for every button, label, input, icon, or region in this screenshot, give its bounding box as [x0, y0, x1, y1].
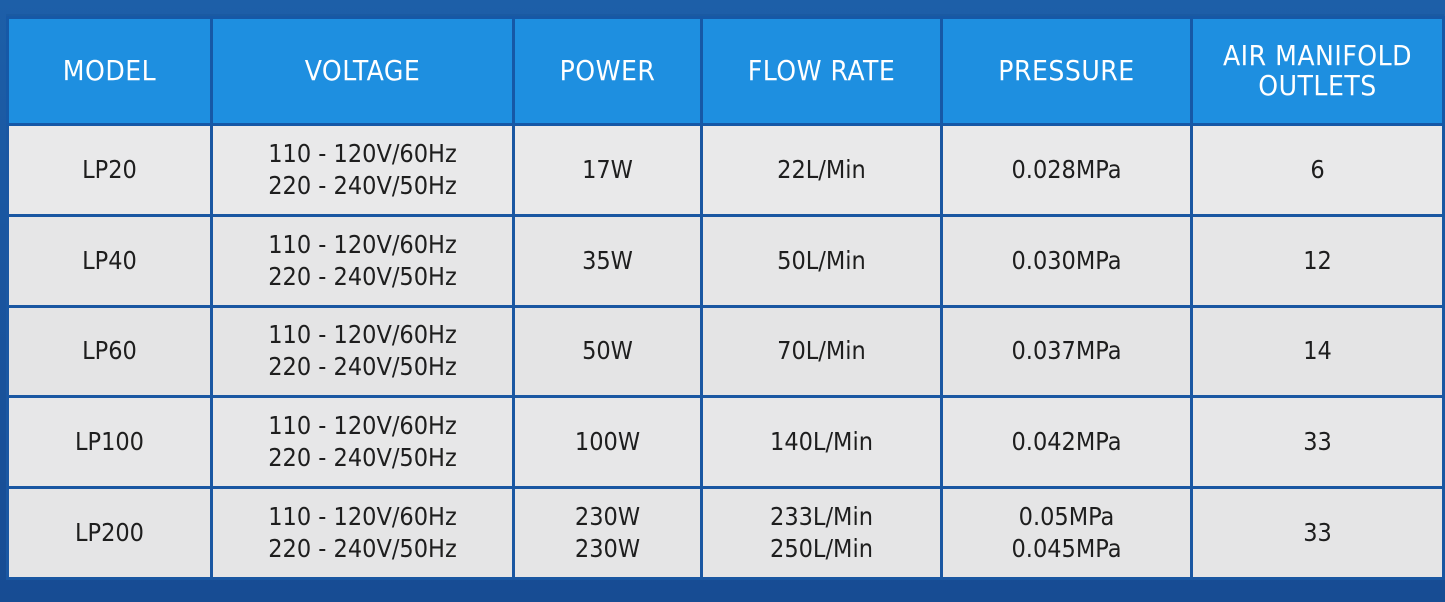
cell-model: LP20 — [6, 123, 213, 217]
header-air-manifold-outlets: AIR MANIFOLD OUTLETS — [1190, 16, 1445, 126]
cell-model: LP100 — [6, 395, 213, 490]
header-power-line-1: POWER — [559, 54, 656, 87]
cell-voltage-line-2: 220 - 240V/50Hz — [268, 352, 457, 382]
header-voltage-line-1: VOLTAGE — [304, 54, 421, 87]
cell-power-value: 100W — [574, 427, 641, 457]
cell-pressure-line-1: 0.05MPa — [1018, 502, 1115, 532]
table-row: LP20 110 - 120V/60Hz 220 - 240V/50Hz 17W… — [6, 123, 1445, 217]
cell-voltage: 110 - 120V/60Hz 220 - 240V/50Hz — [210, 486, 515, 580]
cell-outlets-value: 12 — [1303, 245, 1332, 275]
cell-model-value: LP60 — [82, 336, 137, 366]
cell-flow-rate: 140L/Min — [700, 395, 943, 490]
cell-power-value: 17W — [582, 154, 633, 184]
cell-outlets: 33 — [1190, 486, 1445, 580]
cell-model-value: LP20 — [82, 154, 137, 184]
cell-model-value: LP100 — [74, 427, 144, 457]
header-model-line-1: MODEL — [62, 54, 157, 87]
cell-power: 50W — [512, 304, 703, 399]
table-body: LP20 110 - 120V/60Hz 220 - 240V/50Hz 17W… — [6, 123, 1445, 580]
cell-flow-rate-value: 22L/Min — [777, 154, 866, 184]
cell-pressure-value: 0.037MPa — [1011, 336, 1122, 366]
table-row: LP40 110 - 120V/60Hz 220 - 240V/50Hz 35W… — [6, 213, 1445, 308]
cell-outlets: 6 — [1190, 123, 1445, 217]
cell-voltage-line-2: 220 - 240V/50Hz — [268, 443, 457, 473]
cell-voltage-line-1: 110 - 120V/60Hz — [268, 229, 457, 259]
cell-power-line-2: 230W — [574, 534, 641, 564]
header-flow-rate: FLOW RATE — [700, 16, 943, 126]
cell-voltage-line-1: 110 - 120V/60Hz — [268, 320, 457, 350]
cell-flow-rate-value: 70L/Min — [777, 336, 866, 366]
cell-voltage-line-2: 220 - 240V/50Hz — [268, 170, 457, 200]
cell-voltage-line-1: 110 - 120V/60Hz — [268, 138, 457, 168]
table-row: LP200 110 - 120V/60Hz 220 - 240V/50Hz 23… — [6, 486, 1445, 580]
cell-pressure: 0.028MPa — [940, 123, 1193, 217]
cell-outlets-value: 6 — [1310, 154, 1325, 184]
cell-pressure-value: 0.030MPa — [1011, 245, 1122, 275]
cell-pressure-value: 0.042MPa — [1011, 427, 1122, 457]
cell-flow-rate-value: 140L/Min — [770, 427, 873, 457]
cell-pressure-line-2: 0.045MPa — [1011, 534, 1122, 564]
cell-outlets: 33 — [1190, 395, 1445, 490]
cell-outlets-value: 14 — [1303, 336, 1332, 366]
cell-voltage-line-1: 110 - 120V/60Hz — [268, 411, 457, 441]
cell-flow-rate: 70L/Min — [700, 304, 943, 399]
cell-model-value: LP40 — [82, 245, 137, 275]
cell-model: LP60 — [6, 304, 213, 399]
cell-flow-rate: 50L/Min — [700, 213, 943, 308]
cell-power-value: 35W — [582, 245, 633, 275]
cell-power-value: 50W — [582, 336, 633, 366]
cell-voltage-line-2: 220 - 240V/50Hz — [268, 261, 457, 291]
cell-pressure: 0.037MPa — [940, 304, 1193, 399]
header-model: MODEL — [6, 16, 213, 126]
header-flow-rate-line-1: FLOW RATE — [747, 54, 896, 87]
cell-voltage: 110 - 120V/60Hz 220 - 240V/50Hz — [210, 304, 515, 399]
header-voltage: VOLTAGE — [210, 16, 515, 126]
cell-model: LP40 — [6, 213, 213, 308]
cell-flow-rate-value: 50L/Min — [777, 245, 866, 275]
spec-table: MODEL VOLTAGE POWER FLOW RATE PRESSURE A… — [6, 16, 1445, 580]
cell-power-line-1: 230W — [574, 502, 641, 532]
header-pressure-line-1: PRESSURE — [998, 54, 1135, 87]
header-power: POWER — [512, 16, 703, 126]
cell-flow-rate: 22L/Min — [700, 123, 943, 217]
cell-outlets: 14 — [1190, 304, 1445, 399]
cell-power: 17W — [512, 123, 703, 217]
cell-voltage-line-1: 110 - 120V/60Hz — [268, 502, 457, 532]
cell-model: LP200 — [6, 486, 213, 580]
cell-model-value: LP200 — [74, 518, 144, 548]
cell-outlets: 12 — [1190, 213, 1445, 308]
cell-flow-rate-line-1: 233L/Min — [770, 502, 873, 532]
cell-flow-rate-line-2: 250L/Min — [770, 534, 873, 564]
cell-voltage-line-2: 220 - 240V/50Hz — [268, 534, 457, 564]
table-header: MODEL VOLTAGE POWER FLOW RATE PRESSURE A… — [6, 16, 1445, 126]
cell-flow-rate: 233L/Min 250L/Min — [700, 486, 943, 580]
cell-voltage: 110 - 120V/60Hz 220 - 240V/50Hz — [210, 123, 515, 217]
table-row: LP100 110 - 120V/60Hz 220 - 240V/50Hz 10… — [6, 395, 1445, 490]
table-row: LP60 110 - 120V/60Hz 220 - 240V/50Hz 50W… — [6, 304, 1445, 399]
cell-pressure: 0.030MPa — [940, 213, 1193, 308]
header-row: MODEL VOLTAGE POWER FLOW RATE PRESSURE A… — [6, 16, 1445, 126]
cell-pressure: 0.042MPa — [940, 395, 1193, 490]
header-pressure: PRESSURE — [940, 16, 1193, 126]
cell-power: 100W — [512, 395, 703, 490]
cell-pressure: 0.05MPa 0.045MPa — [940, 486, 1193, 580]
cell-power: 230W 230W — [512, 486, 703, 580]
cell-pressure-value: 0.028MPa — [1011, 154, 1122, 184]
cell-outlets-value: 33 — [1303, 427, 1332, 457]
cell-power: 35W — [512, 213, 703, 308]
cell-voltage: 110 - 120V/60Hz 220 - 240V/50Hz — [210, 395, 515, 490]
header-outlets-line-2: OUTLETS — [1258, 69, 1377, 102]
cell-voltage: 110 - 120V/60Hz 220 - 240V/50Hz — [210, 213, 515, 308]
header-outlets-line-1: AIR MANIFOLD — [1222, 39, 1413, 72]
cell-outlets-value: 33 — [1303, 518, 1332, 548]
